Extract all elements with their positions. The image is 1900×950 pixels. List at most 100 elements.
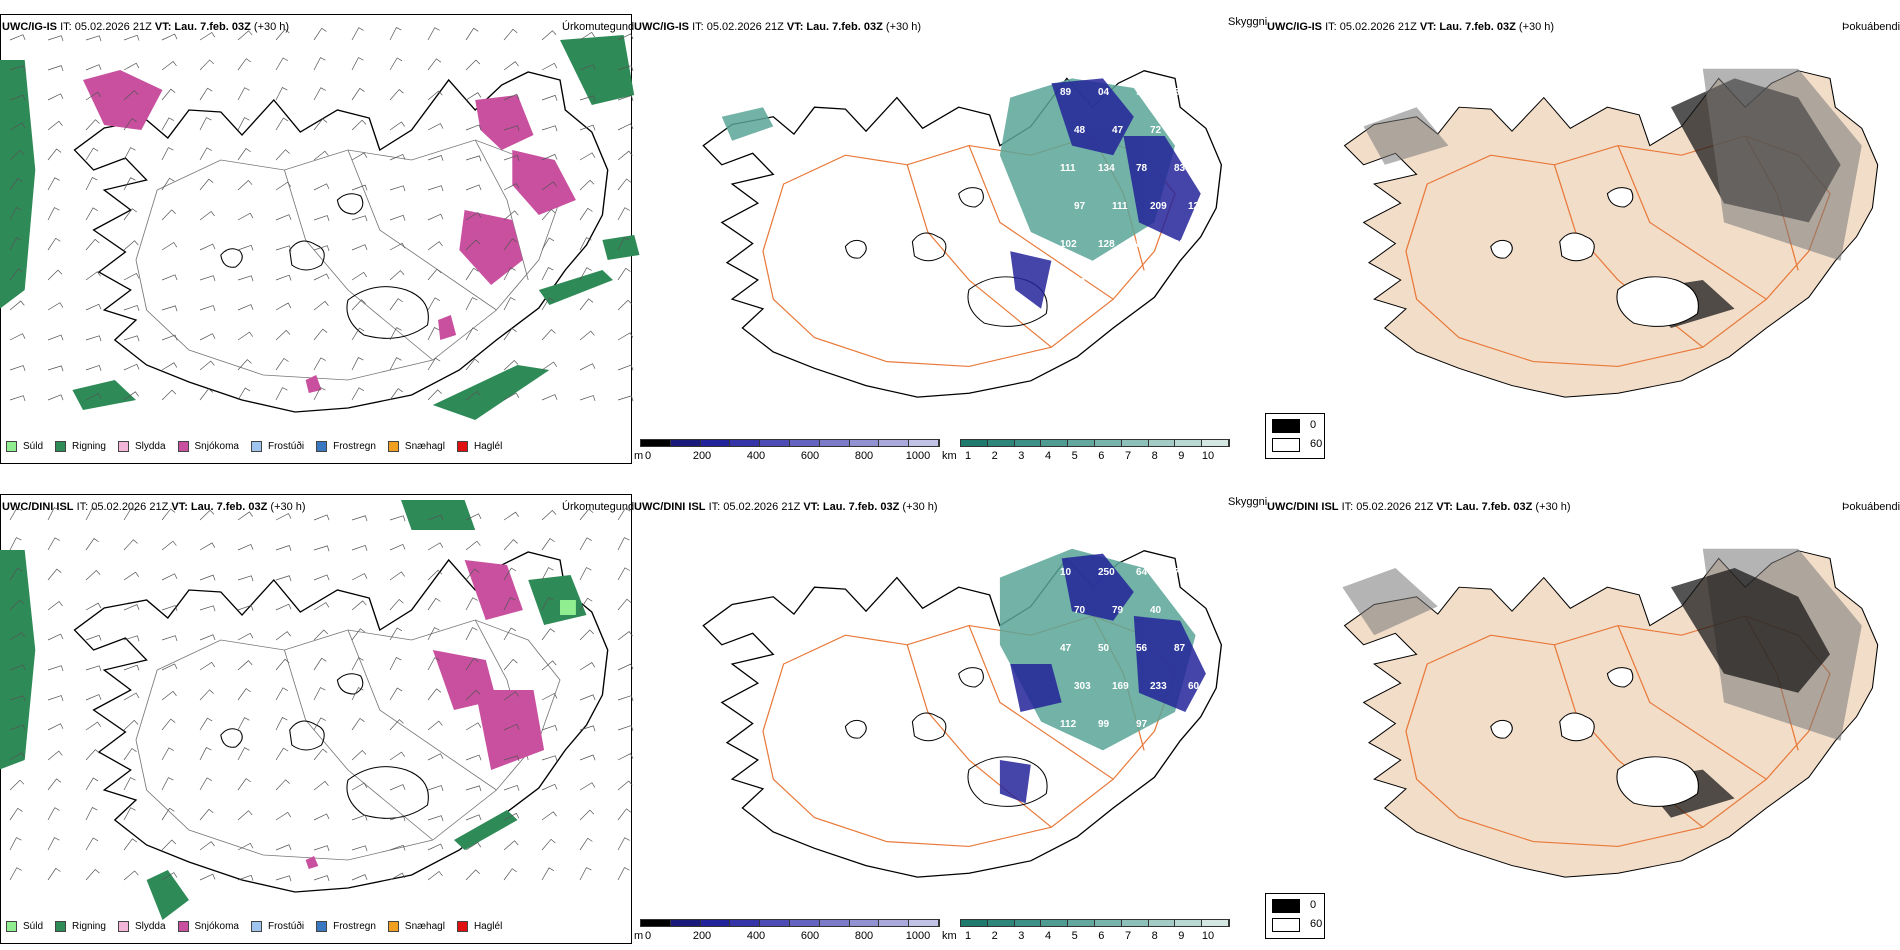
wind-barb (465, 657, 479, 671)
wind-barb (161, 540, 177, 551)
colorbar-swatch (670, 440, 701, 446)
wind-barb (199, 275, 216, 282)
ceiling-value-label: 85 (1136, 239, 1148, 250)
wind-barb (579, 837, 593, 851)
wind-barb (161, 177, 175, 191)
wind-barb (123, 335, 140, 342)
wind-barb (617, 695, 634, 702)
wind-barb (465, 27, 479, 41)
wind-barb (237, 842, 254, 851)
wind-barb (161, 88, 176, 101)
legend-label: Haglél (473, 441, 503, 452)
wind-barb (47, 35, 64, 42)
wind-barb (617, 567, 630, 581)
colorbar-tick: 1 (964, 450, 972, 462)
wind-barb (427, 123, 444, 131)
wind-barb (47, 65, 64, 72)
wind-barb (275, 28, 290, 41)
wind-barb (9, 333, 26, 341)
wind-barb (389, 657, 402, 671)
fog-legend-min: 60 (1310, 918, 1323, 930)
colorbar-unit: m (634, 930, 644, 942)
ceiling-value-label: 303 (1074, 681, 1091, 692)
wind-barb (161, 209, 176, 221)
wind-barb (541, 30, 557, 41)
ceiling-value-label: 99 (1098, 719, 1110, 730)
wind-barb (427, 785, 444, 791)
wind-barb (389, 844, 406, 851)
colorbar-swatch (700, 920, 731, 926)
ceiling-value-label: 47 (1060, 643, 1072, 654)
product-label: Þokuábendi (1842, 21, 1900, 33)
wind-barb (237, 30, 253, 41)
wind-barb (465, 267, 479, 281)
colorbar-tick: 10 (1201, 930, 1215, 942)
wind-barb (465, 297, 478, 311)
colorbar-swatches (960, 439, 1230, 447)
wind-barb (123, 571, 140, 581)
wind-barb (503, 238, 518, 251)
wind-barb (199, 841, 215, 851)
precip-map-top (0, 35, 640, 420)
wind-barb (123, 777, 136, 791)
legend-swatch (117, 921, 129, 932)
wind-barb (389, 687, 403, 701)
colorbar-swatch (1202, 920, 1229, 926)
wind-barb (427, 27, 440, 41)
wind-barb (275, 214, 292, 221)
legend-label: Snæhagl (404, 921, 445, 932)
wind-barb (351, 119, 367, 131)
wind-barb (237, 511, 253, 521)
legend-item: Frostúði (250, 441, 304, 452)
wind-barb (47, 778, 62, 791)
colorbar-swatch (1041, 920, 1069, 926)
wind-barb (541, 62, 558, 71)
wind-barb (579, 867, 592, 881)
colorbar-swatch (961, 920, 988, 926)
wind-barb (9, 631, 26, 641)
wind-barb (313, 545, 330, 552)
wind-barb (161, 663, 178, 671)
wind-barb (161, 274, 178, 281)
wind-barb (389, 719, 404, 731)
wind-barb (579, 330, 595, 341)
wind-barb (9, 695, 26, 702)
colorbar-tick: 6 (1098, 450, 1105, 462)
legend-label: Rigning (72, 921, 106, 932)
wind-barb (579, 95, 596, 102)
wind-barb (541, 693, 558, 701)
wind-barb (617, 299, 633, 311)
wind-barb (237, 874, 254, 881)
wind-barb (85, 777, 99, 791)
legend-item: Haglél (456, 921, 502, 932)
wind-barb (427, 843, 444, 851)
wind-barb (389, 121, 405, 131)
wind-barb (579, 754, 596, 761)
legend-label: Súld (23, 921, 44, 932)
wind-barb (237, 275, 254, 282)
wind-barb (503, 210, 519, 221)
wind-barb (579, 508, 594, 521)
wind-barb (617, 237, 630, 251)
wind-barb (313, 780, 329, 791)
wind-barb (389, 751, 406, 761)
wind-barb (313, 300, 329, 311)
wind-barb (199, 689, 214, 701)
legend-label: Snjókoma (194, 441, 239, 452)
colorbar-swatch (789, 920, 820, 926)
fog-legend-max: 0 (1310, 419, 1317, 431)
wind-barb (275, 181, 292, 191)
legend-label: Snjókoma (194, 921, 239, 932)
wind-barb (503, 840, 519, 851)
wind-barb (313, 328, 328, 341)
wind-barb (161, 718, 176, 731)
ceiling-value-label: 61 (1188, 605, 1200, 616)
wind-barb (579, 64, 596, 71)
wind-barb (199, 333, 216, 341)
fog-legend-max: 0 (1310, 899, 1317, 911)
wind-barb (427, 815, 444, 822)
legend-swatch (387, 921, 399, 932)
wind-barb (313, 357, 326, 371)
ceiling-value-label: 128 (1098, 239, 1115, 250)
